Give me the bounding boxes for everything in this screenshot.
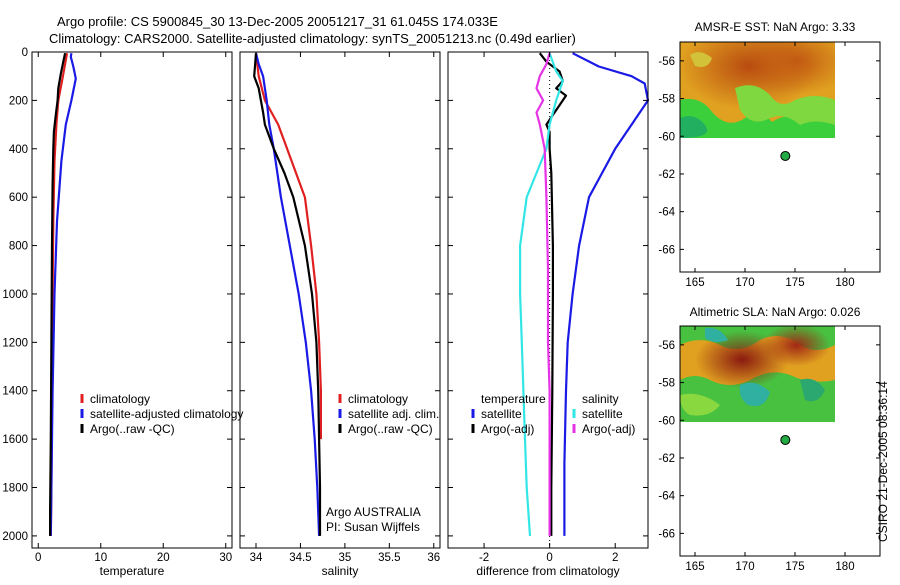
- difference-plot-frame: [447, 51, 649, 549]
- side-timestamp-label: CSIRO 21-Dec-2005 08:36:14: [876, 381, 890, 542]
- temperature-series-climatology: [49, 53, 69, 536]
- depth-tick-label: 400: [9, 144, 28, 156]
- sla-map-title: Altimetric SLA: NaN Argo: 0.026: [690, 305, 861, 319]
- depth-tick-label: 800: [9, 241, 28, 253]
- depth-tick-label: 2000: [2, 531, 28, 543]
- sst-ytick-label: -64: [658, 207, 675, 219]
- sla-xtick-label: 180: [835, 561, 854, 573]
- depth-tick-label: 0: [22, 47, 28, 59]
- salinity-xtick-label: 34: [250, 552, 263, 564]
- salinity-xlabel: salinity: [322, 564, 359, 578]
- sst-ytick-label: -60: [658, 131, 675, 143]
- depth-tick-label: 1000: [2, 289, 28, 301]
- sst-xtick-label: 165: [685, 277, 704, 289]
- salinity-xtick-label: 36: [427, 552, 440, 564]
- sla-heatmap-field: [680, 326, 835, 422]
- sla-map-axes: 165 170 175 180 -56 -58 -60 -62 -64 -66: [658, 326, 880, 573]
- sst-xtick-label: 180: [835, 277, 854, 289]
- difference-series-argo-adj--salinity: [535, 52, 551, 536]
- sla-xtick-label: 175: [785, 561, 804, 573]
- difference-xtick-label: 2: [612, 552, 618, 564]
- difference-series-argo-adj--temperature: [538, 52, 568, 536]
- temperature-profile-panel: 0 10 20 30 temperature 0 200 400 600 800 1000 1200 1…: [2, 47, 243, 578]
- salinity-series-climatology: [254, 53, 322, 440]
- sst-heatmap-field: [680, 42, 835, 138]
- sst-argo-position-marker: [780, 150, 791, 161]
- argo-agency-annotation: Argo AUSTRALIA: [326, 505, 421, 519]
- sla-xtick-label: 165: [685, 561, 704, 573]
- sla-ytick-label: -56: [658, 340, 675, 352]
- pi-name-annotation: PI: Susan Wijffels: [326, 520, 420, 534]
- temperature-series-satellite-adjusted-climatology: [49, 53, 77, 536]
- sst-map-panel: AMSR-E SST: NaN Argo: 3.33 165 170 175 180 -…: [658, 20, 881, 289]
- salinity-series-satellite-adj-clim-: [254, 52, 321, 536]
- difference-series-satellite-temperature: [563, 52, 650, 536]
- difference-salinity-legend-label: Argo(-adj): [582, 422, 635, 436]
- sst-map-title: AMSR-E SST: NaN Argo: 3.33: [695, 20, 856, 34]
- depth-tick-label: 600: [9, 192, 28, 204]
- sla-ytick-label: -60: [658, 415, 675, 427]
- temperature-legend-label: satellite-adjusted climatology: [90, 407, 243, 421]
- sst-ytick-label: -56: [658, 56, 675, 68]
- salinity-profile-panel: 34 34.5 35 35.5 36 salinity climatologysatelli…: [239, 51, 441, 578]
- sst-xtick-label: 170: [735, 277, 754, 289]
- salinity-xtick-label: 35: [338, 552, 351, 564]
- sst-ytick-label: -58: [658, 94, 675, 106]
- sla-map-frame: [679, 325, 881, 557]
- temperature-xlabel: temperature: [100, 564, 165, 578]
- sla-ytick-label: -58: [658, 378, 675, 390]
- temperature-legend-label: climatology: [90, 392, 150, 406]
- sla-argo-position-marker: [780, 434, 791, 445]
- temperature-xtick-label: 20: [157, 552, 170, 564]
- salinity-legend-label: climatology: [348, 392, 408, 406]
- difference-temperature-legend-label: Argo(-adj): [481, 422, 534, 436]
- temperature-xtick-label: 30: [219, 552, 232, 564]
- figure-title-line1: Argo profile: CS 5900845_30 13-Dec-2005 …: [57, 14, 498, 29]
- salinity-legend-label: Argo(..raw -QC): [348, 422, 433, 436]
- difference-legend-header-salinity: salinity: [582, 392, 619, 406]
- salinity-legend-label: satellite adj. clim.: [348, 407, 439, 421]
- difference-temperature-legend-label: satellite: [481, 407, 522, 421]
- difference-legend-header-temperature: temperature: [481, 392, 546, 406]
- temperature-series-argo-raw-qc-: [48, 52, 67, 536]
- sla-ytick-label: -66: [658, 528, 675, 540]
- temperature-xtick-label: 10: [94, 552, 107, 564]
- salinity-series-argo-raw-qc-: [253, 53, 322, 536]
- difference-xlabel: difference from climatology: [476, 564, 619, 578]
- salinity-plot-frame: [239, 51, 441, 549]
- temperature-legend-label: Argo(..raw -QC): [90, 422, 175, 436]
- salinity-xtick-label: 35.5: [378, 552, 400, 564]
- sla-xtick-label: 170: [735, 561, 754, 573]
- depth-tick-label: 1800: [2, 483, 28, 495]
- depth-tick-label: 200: [9, 95, 28, 107]
- difference-series-satellite-salinity: [518, 52, 564, 536]
- sst-ytick-label: -62: [658, 169, 675, 181]
- temperature-xtick-label: 0: [35, 552, 41, 564]
- sla-ytick-label: -62: [658, 453, 675, 465]
- difference-salinity-legend-label: satellite: [582, 407, 623, 421]
- sst-xtick-label: 175: [785, 277, 804, 289]
- sst-map-frame: [679, 41, 881, 273]
- figure-title-line2: Climatology: CARS2000. Satellite-adjuste…: [49, 31, 576, 46]
- sst-ytick-label: -66: [658, 244, 675, 256]
- difference-xtick-label: -2: [479, 552, 489, 564]
- depth-tick-label: 1200: [2, 337, 28, 349]
- depth-tick-label: 1600: [2, 434, 28, 446]
- difference-xtick-label: 0: [546, 552, 552, 564]
- sla-ytick-label: -64: [658, 491, 675, 503]
- salinity-xtick-label: 34.5: [289, 552, 311, 564]
- sla-map-panel: Altimetric SLA: NaN Argo: 0.026 165 170 17…: [658, 305, 881, 573]
- sst-map-axes: 165 170 175 180 -56 -58 -60 -62 -64 -66: [658, 42, 880, 289]
- temperature-plot-frame: [31, 51, 233, 549]
- depth-tick-label: 1400: [2, 386, 28, 398]
